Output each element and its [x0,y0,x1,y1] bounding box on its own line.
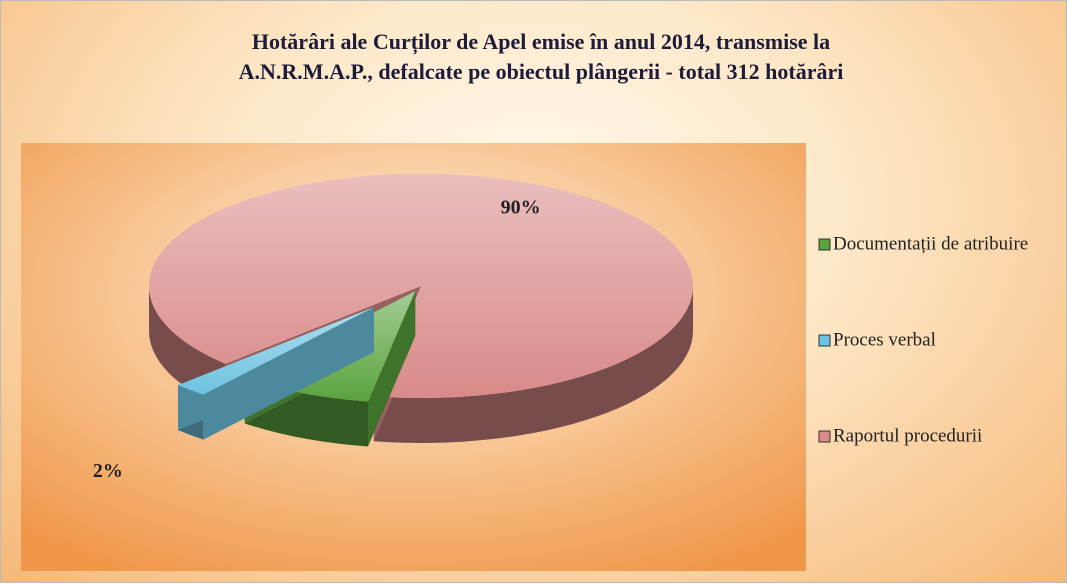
legend-label: Raportul procedurii [833,425,982,446]
slice-side [373,286,693,443]
legend: Documentații de atribuire Proces verbal Ra… [818,233,1028,446]
legend-swatch [818,238,831,251]
slice-cut [178,307,374,431]
legend-label: Documentații de atribuire [833,233,1028,254]
legend-swatch [818,430,831,443]
data-label: 2% [93,460,123,482]
chart-title: A.N.R.M.A.P., defalcate pe obiectul plân… [239,59,844,84]
slice-shine [178,307,374,395]
chart-title: Hotărâri ale Curților de Apel emise în a… [252,29,830,55]
pie: 90%8%2% [93,173,693,482]
data-label: 90% [501,196,541,218]
legend-label: Proces verbal [833,329,936,350]
legend-swatch [818,334,831,347]
slice-shine [148,173,693,398]
